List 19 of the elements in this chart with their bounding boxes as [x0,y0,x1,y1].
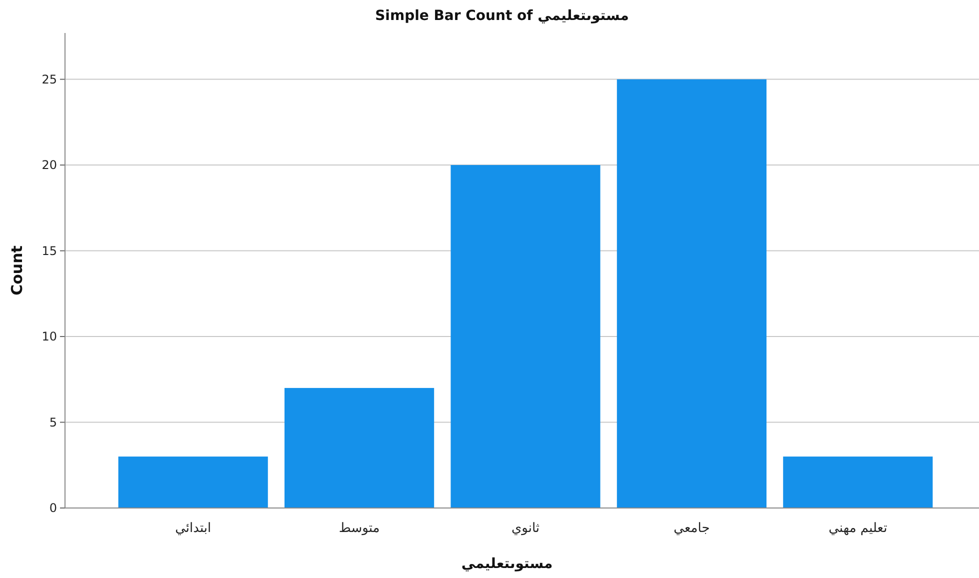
y-tick-label: 20 [42,158,57,172]
x-tick-label: ثانوي [511,521,540,536]
bar [118,456,268,508]
bar [783,456,933,508]
bar [284,388,434,508]
bar [450,165,600,508]
y-axis-title: Count [8,246,26,296]
y-tick-label: 0 [49,501,57,515]
y-tick-label: 25 [42,72,57,86]
y-tick-label: 15 [42,244,57,258]
x-axis-title: مستوىتعليمي [461,556,553,572]
y-tick-label: 5 [49,415,57,430]
x-tick-label: متوسط [338,521,380,536]
x-tick-label: ابتدائي [175,521,212,536]
y-tick-label: 10 [42,330,57,344]
bar [616,79,766,508]
chart-title: Simple Bar Count of مستوىتعليمي [375,8,629,24]
x-tick-label: تعليم مهني [828,521,888,536]
x-tick-label: جامعي [674,521,710,536]
